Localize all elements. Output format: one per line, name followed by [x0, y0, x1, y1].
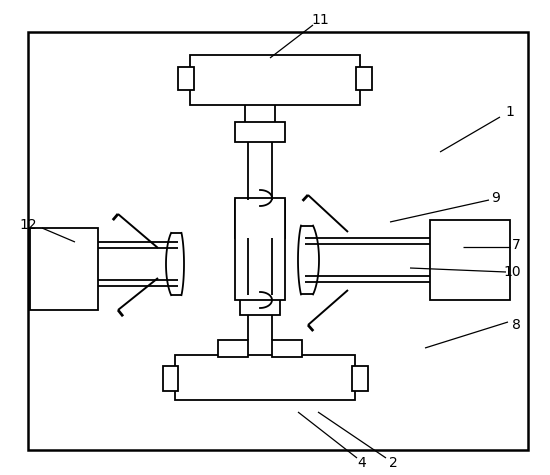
Bar	[272, 340, 302, 357]
Text: 8: 8	[512, 318, 520, 332]
Text: 11: 11	[311, 13, 329, 27]
Text: 9: 9	[492, 191, 500, 205]
Text: 10: 10	[503, 265, 521, 279]
Bar	[163, 366, 178, 391]
Text: 7: 7	[512, 238, 520, 252]
Bar	[178, 67, 194, 90]
Text: 4: 4	[358, 456, 366, 470]
Bar	[175, 355, 355, 400]
Text: 1: 1	[505, 105, 514, 119]
Bar	[235, 200, 285, 238]
Bar	[235, 122, 285, 142]
Bar	[430, 220, 510, 300]
Bar	[28, 32, 528, 450]
Bar	[356, 67, 372, 90]
Bar	[352, 366, 368, 391]
Text: 12: 12	[19, 218, 37, 232]
Text: 2: 2	[389, 456, 397, 470]
Bar	[235, 198, 285, 300]
Bar	[240, 295, 280, 315]
Bar	[190, 55, 360, 105]
Bar	[218, 340, 248, 357]
Bar	[30, 228, 98, 310]
